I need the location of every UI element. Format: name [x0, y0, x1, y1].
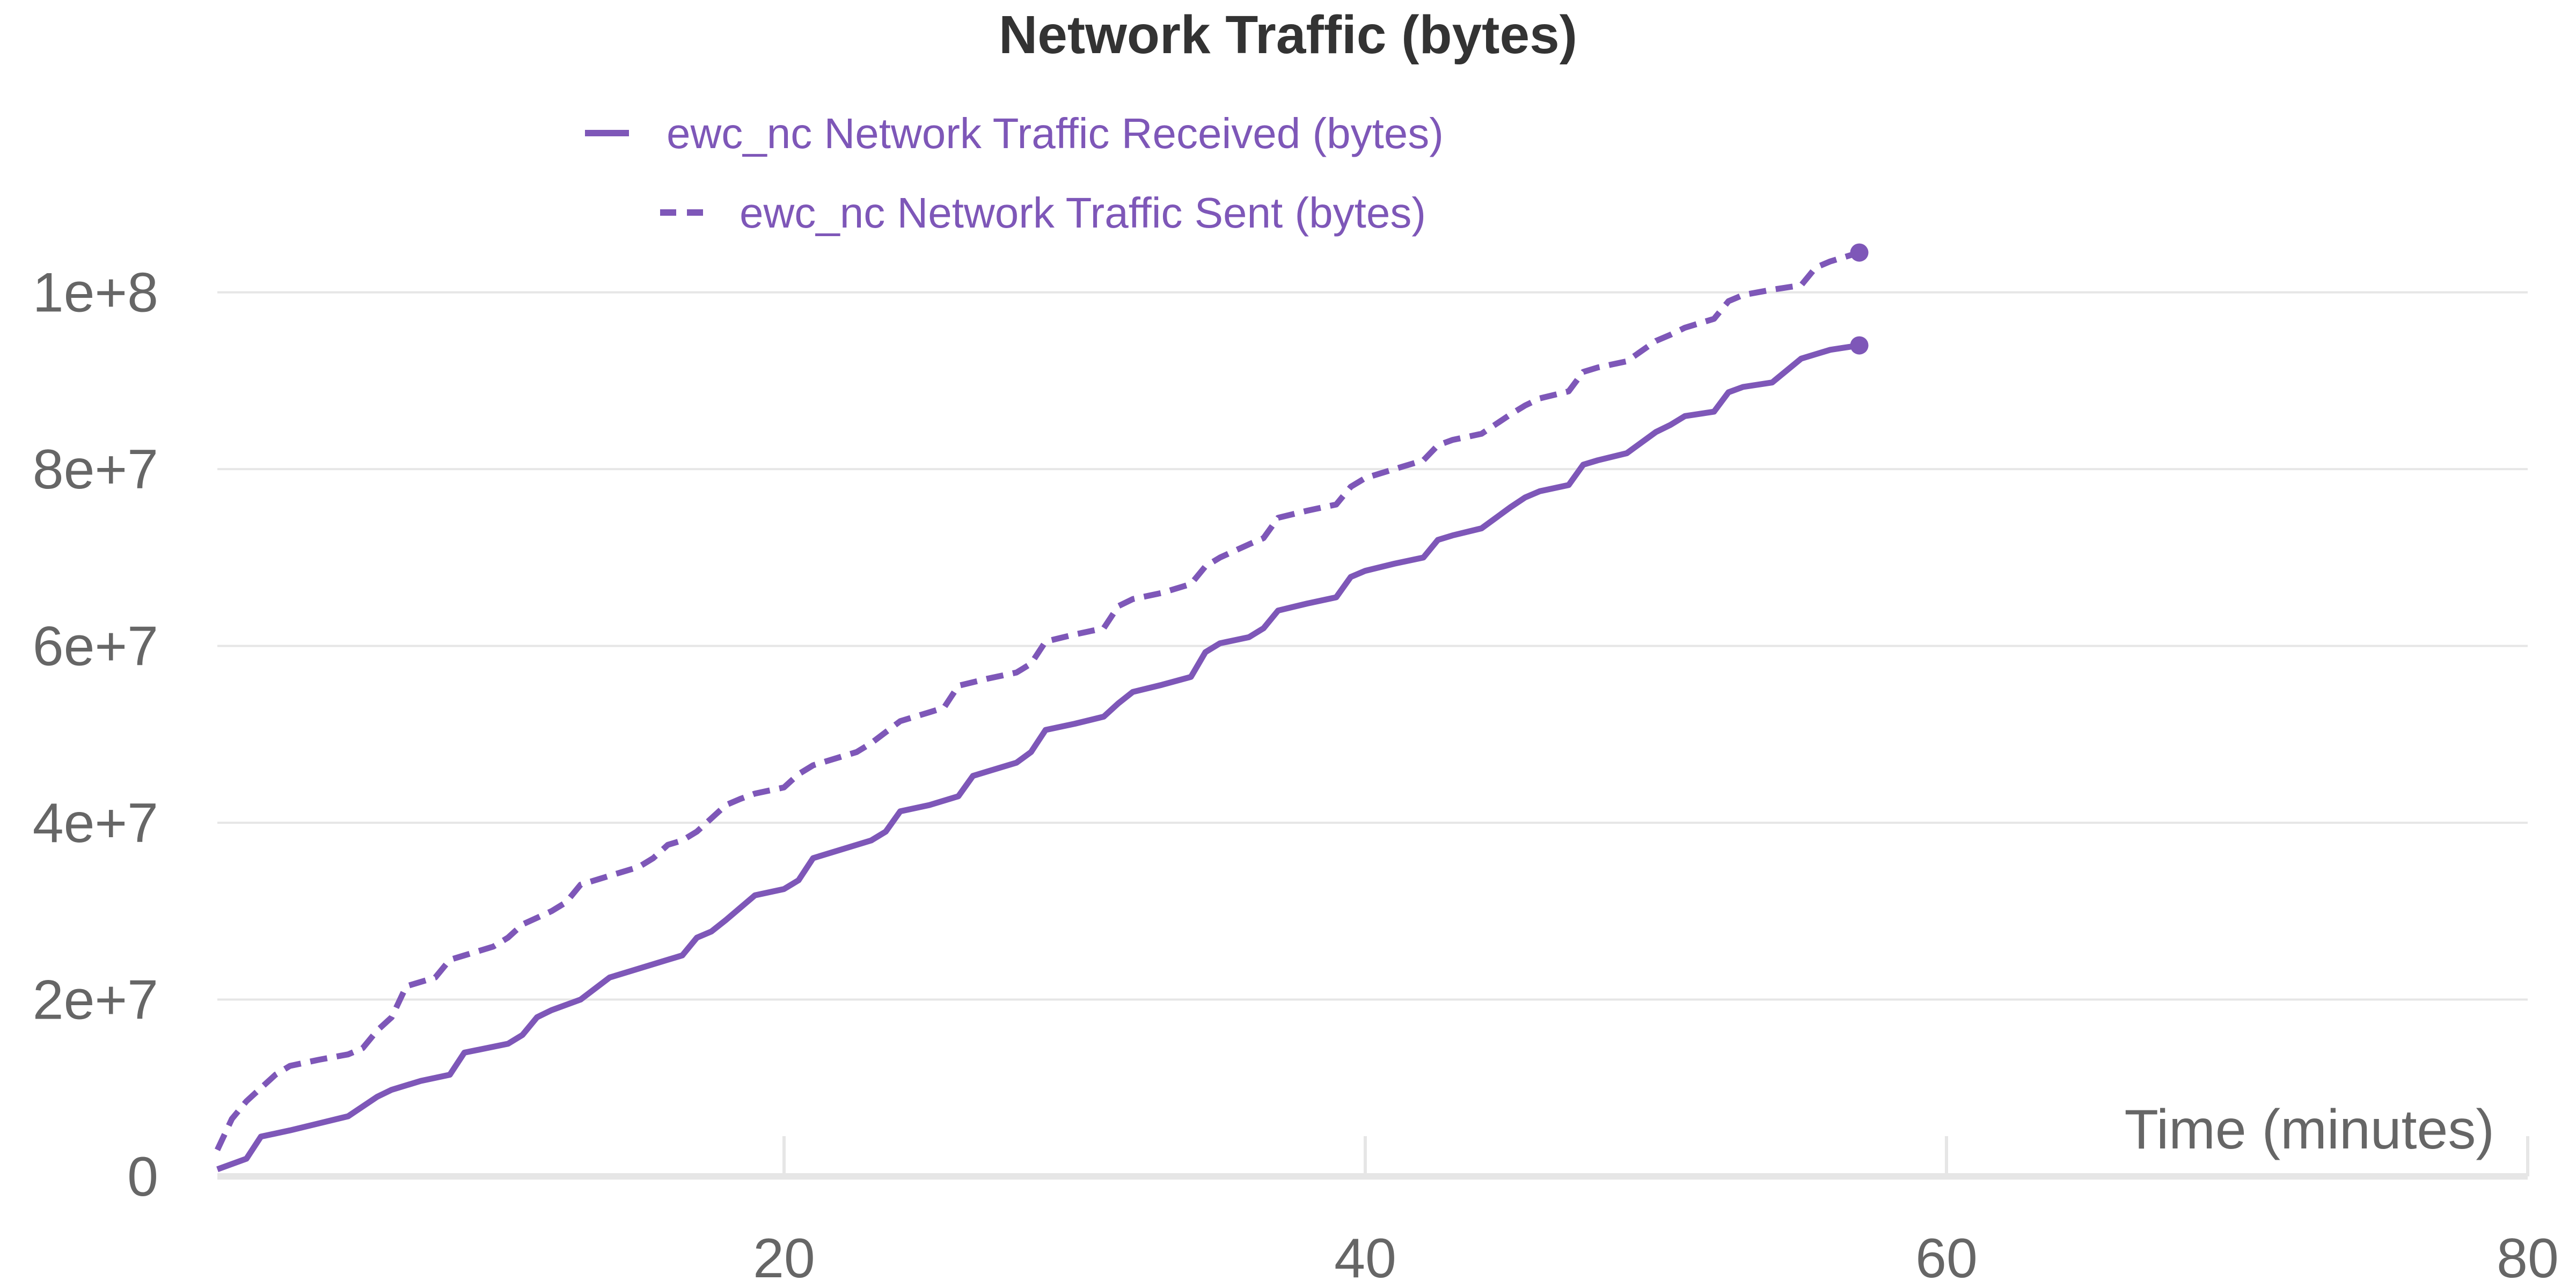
- x-tick-label: 20: [753, 1227, 815, 1288]
- x-axis-ticks: 20 40 60 80: [753, 1136, 2559, 1288]
- legend-label: ewc_nc Network Traffic Sent (bytes): [740, 189, 1426, 237]
- series-line-received: [216, 342, 1860, 1172]
- series-line-sent: [215, 250, 1861, 1151]
- series-end-point-sent: [1850, 243, 1869, 262]
- legend-item[interactable]: ewc_nc Network Traffic Received (bytes): [585, 109, 1444, 157]
- y-tick-label: 2e+7: [33, 969, 158, 1031]
- y-axis-ticks: 0 2e+7 4e+7 6e+7 8e+7 1e+8: [33, 262, 158, 1208]
- legend-item[interactable]: ewc_nc Network Traffic Sent (bytes): [660, 189, 1426, 237]
- y-tick-label: 1e+8: [33, 262, 158, 324]
- y-tick-label: 6e+7: [33, 616, 158, 678]
- chart-title: Network Traffic (bytes): [998, 5, 1578, 65]
- legend-label: ewc_nc Network Traffic Received (bytes): [667, 109, 1444, 157]
- y-tick-label: 4e+7: [33, 792, 158, 854]
- x-tick-label: 80: [2497, 1227, 2559, 1288]
- legend[interactable]: ewc_nc Network Traffic Received (bytes) e…: [585, 109, 1444, 237]
- x-tick-label: 40: [1334, 1227, 1396, 1288]
- y-tick-label: 8e+7: [33, 438, 158, 501]
- y-tick-label: 0: [127, 1146, 158, 1208]
- series-end-point-received: [1850, 336, 1869, 355]
- x-axis-label: Time (minutes): [2124, 1099, 2494, 1161]
- series-lines: [215, 243, 1869, 1172]
- grid-lines: [217, 291, 2528, 1001]
- x-tick-label: 60: [1915, 1227, 1978, 1288]
